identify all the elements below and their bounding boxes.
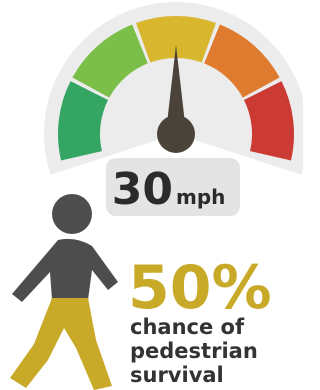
infographic: 30 mph 50% chance of pedestrian survival (0, 0, 303, 390)
survival-percent: 50% (128, 253, 272, 323)
caption-line: chance of (130, 315, 245, 339)
speed-value: 30 (112, 164, 173, 215)
pedestrian-icon (10, 194, 118, 390)
speed-unit: mph (176, 185, 225, 209)
caption-line: survival (130, 363, 224, 387)
gauge-hub (157, 115, 195, 153)
pedestrian-body (12, 239, 118, 302)
page: {"gauge": {"speed": "30", "unit": "mph"}… (0, 0, 303, 390)
caption-line: pedestrian (130, 339, 258, 363)
pedestrian-legs (10, 298, 112, 390)
pedestrian-head (52, 194, 92, 234)
